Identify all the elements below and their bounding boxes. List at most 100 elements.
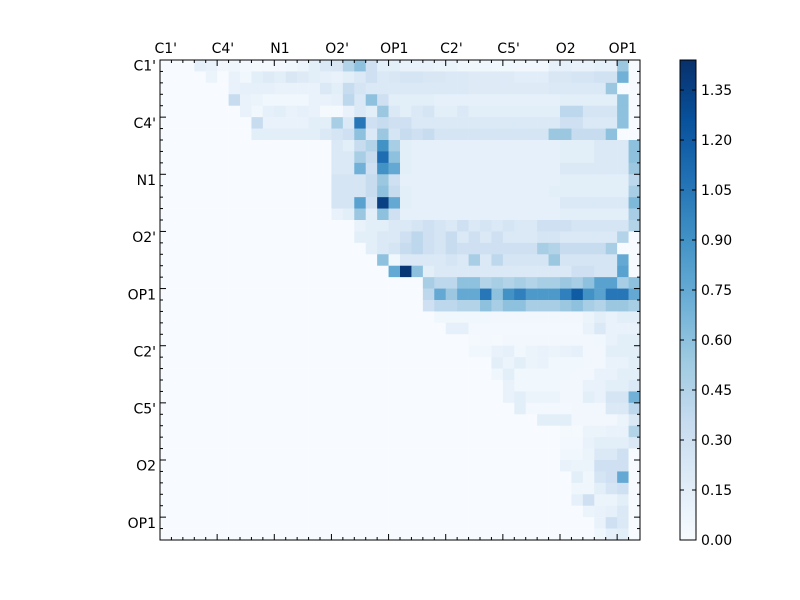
heatmap-cell [205,494,218,507]
heatmap-cell [605,140,618,152]
heatmap-cell [502,197,515,209]
heatmap-cell [582,128,595,141]
heatmap-cell [217,311,229,324]
heatmap-cell [205,425,218,438]
heatmap-cell [422,265,435,278]
heatmap-cell [491,231,504,244]
heatmap-cell [331,494,344,507]
heatmap-cell [262,254,275,267]
heatmap-cell [434,391,447,404]
heatmap-cell [274,482,287,495]
heatmap-cell [262,162,275,175]
heatmap-cell [468,162,481,175]
heatmap-cell [411,128,424,141]
heatmap-cell [240,140,252,152]
heatmap-cell [320,277,332,289]
heatmap-cell [331,437,344,449]
heatmap-cell [582,288,595,301]
heatmap-cell [388,425,401,438]
heatmap-cell [354,220,367,232]
heatmap-cell [160,460,172,472]
heatmap-cell [468,311,481,324]
heatmap-cell [594,368,607,381]
heatmap-cell [445,334,458,347]
heatmap-cell [468,128,481,141]
heatmap-cell [160,357,172,369]
heatmap-cell [617,300,629,312]
heatmap-cell [274,151,287,164]
heatmap-cell [228,517,241,529]
heatmap-cell [548,448,561,461]
heatmap-cell [194,265,207,278]
heatmap-cell [285,197,298,209]
heatmap-cell [171,254,184,267]
heatmap-cell [240,208,252,221]
heatmap-cell [548,265,561,278]
heatmap-cell [365,460,378,472]
heatmap-cell [605,345,618,358]
heatmap-cell [331,82,344,95]
heatmap-cell [491,185,504,198]
heatmap-cell [525,414,538,427]
heatmap-cell [297,94,309,107]
heatmap-cell [377,482,389,495]
heatmap-cell [251,208,264,221]
heatmap-cell [468,494,481,507]
x-tick-label: C5' [497,41,520,57]
heatmap-cell [320,357,332,369]
heatmap-cell [377,528,389,541]
heatmap-cell [354,82,367,95]
heatmap-cell [422,425,435,438]
heatmap-cell [320,117,332,129]
heatmap-cell [342,197,355,209]
heatmap-cell [377,322,389,335]
heatmap-cell [594,345,607,358]
heatmap-cell [194,220,207,232]
heatmap-cell [422,174,435,187]
heatmap-cell [297,208,309,221]
heatmap-cell [308,208,321,221]
heatmap-cell [262,288,275,301]
heatmap-cell [502,357,515,369]
heatmap-cell [400,277,412,289]
heatmap-cell [617,185,629,198]
heatmap-cell [445,505,458,518]
heatmap-cell [560,311,572,324]
heatmap-cell [342,105,355,118]
heatmap-cell [502,265,515,278]
heatmap-cell [205,414,218,427]
heatmap-cell [594,288,607,301]
heatmap-cell [274,231,287,244]
heatmap-cell [582,368,595,381]
heatmap-cell [308,368,321,381]
heatmap-cell [354,117,367,129]
heatmap-cell [445,60,458,72]
heatmap-cell [400,208,412,221]
heatmap-cell [182,60,195,72]
heatmap-cell [502,94,515,107]
heatmap-cell [217,505,229,518]
heatmap-cell [594,140,607,152]
heatmap-cell [228,380,241,392]
heatmap-cell [457,140,469,152]
heatmap-cell [297,437,309,449]
heatmap-cell [480,220,492,232]
heatmap-cell [342,140,355,152]
heatmap-cell [400,517,412,529]
heatmap-cell [365,288,378,301]
heatmap-cell [434,277,447,289]
heatmap-cell [480,368,492,381]
heatmap-cell [297,448,309,461]
heatmap-cell [605,231,618,244]
heatmap-cell [342,254,355,267]
heatmap-cell [217,288,229,301]
heatmap-cell [274,380,287,392]
heatmap-cell [274,174,287,187]
heatmap-cell [411,471,424,484]
heatmap-cell [582,437,595,449]
heatmap-cell [594,174,607,187]
heatmap-cell [205,254,218,267]
heatmap-cell [377,345,389,358]
heatmap-cell [205,288,218,301]
heatmap-cell [445,185,458,198]
